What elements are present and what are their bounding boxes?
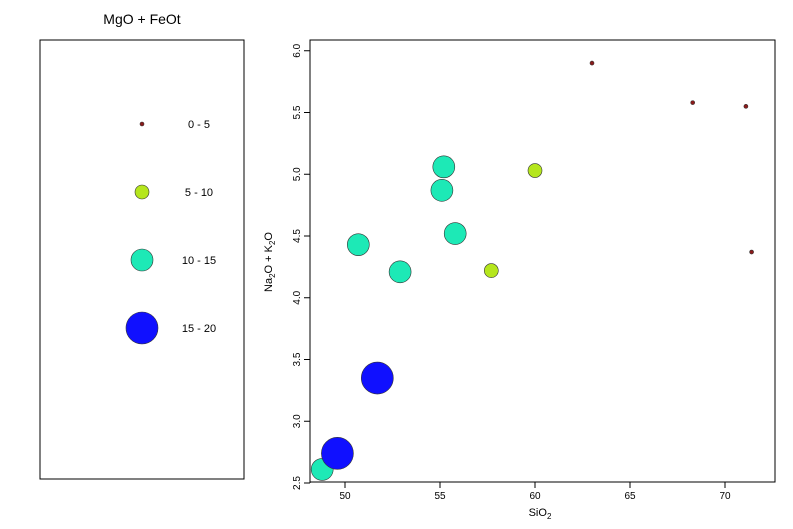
legend-label: 0 - 5 bbox=[188, 119, 210, 131]
x-label-text: SiO bbox=[529, 507, 548, 519]
y-tick-label: 2.5 bbox=[292, 476, 303, 490]
x-tick-label: 65 bbox=[624, 491, 636, 502]
legend-marker bbox=[130, 248, 154, 272]
y-tick-label: 3.0 bbox=[292, 414, 303, 428]
y-tick-label: 5.0 bbox=[292, 167, 303, 181]
data-point bbox=[743, 104, 749, 109]
y-axis-label: Na2O + K2O bbox=[263, 232, 277, 292]
legend-marker bbox=[125, 311, 159, 345]
legend-label: 15 - 20 bbox=[182, 323, 216, 335]
y-axis: 2.5 3.0 3.5 4.0 4.5 5.0 5.5 6.0 bbox=[292, 43, 311, 490]
data-point bbox=[360, 361, 394, 395]
data-point bbox=[321, 437, 354, 470]
data-point bbox=[346, 233, 370, 256]
y-tick-label: 4.0 bbox=[292, 290, 303, 304]
x-tick-label: 60 bbox=[529, 491, 541, 502]
scatter-plot: 50 55 60 65 70 2.53.03.54.04.55.05.56.0 SiO2… bbox=[263, 39, 776, 521]
legend-label: 10 - 15 bbox=[182, 255, 216, 267]
data-point bbox=[589, 60, 595, 66]
legend-marker bbox=[134, 184, 150, 200]
data-point bbox=[690, 100, 696, 105]
legend-label: 5 - 10 bbox=[185, 187, 213, 199]
data-point bbox=[430, 179, 454, 202]
y-tick-label: 5.5 bbox=[292, 105, 303, 119]
x-tick-label: 70 bbox=[719, 491, 731, 502]
data-point bbox=[443, 222, 467, 245]
legend-title: MgO + FeOt bbox=[103, 11, 181, 27]
data-point bbox=[432, 155, 456, 179]
plot-frame bbox=[309, 39, 776, 483]
legend-frame bbox=[39, 39, 245, 480]
data-point bbox=[483, 263, 499, 278]
legend-marker bbox=[139, 121, 145, 127]
legend-panel: MgO + FeOt 0 - 5 5 - 10 10 - 15 15 - 20 bbox=[39, 11, 245, 480]
data-point bbox=[749, 249, 754, 255]
data-point bbox=[388, 260, 412, 284]
data-points bbox=[310, 60, 754, 481]
y-tick-label: 6.0 bbox=[292, 43, 303, 57]
x-axis: 50 55 60 65 70 bbox=[339, 481, 731, 502]
y-tick-label: 3.5 bbox=[292, 352, 303, 366]
x-tick-label: 55 bbox=[434, 491, 446, 502]
x-axis-label: SiO2 bbox=[529, 507, 552, 521]
data-point bbox=[527, 163, 543, 178]
x-tick-label: 50 bbox=[339, 491, 351, 502]
y-tick-label: 4.5 bbox=[292, 229, 303, 243]
